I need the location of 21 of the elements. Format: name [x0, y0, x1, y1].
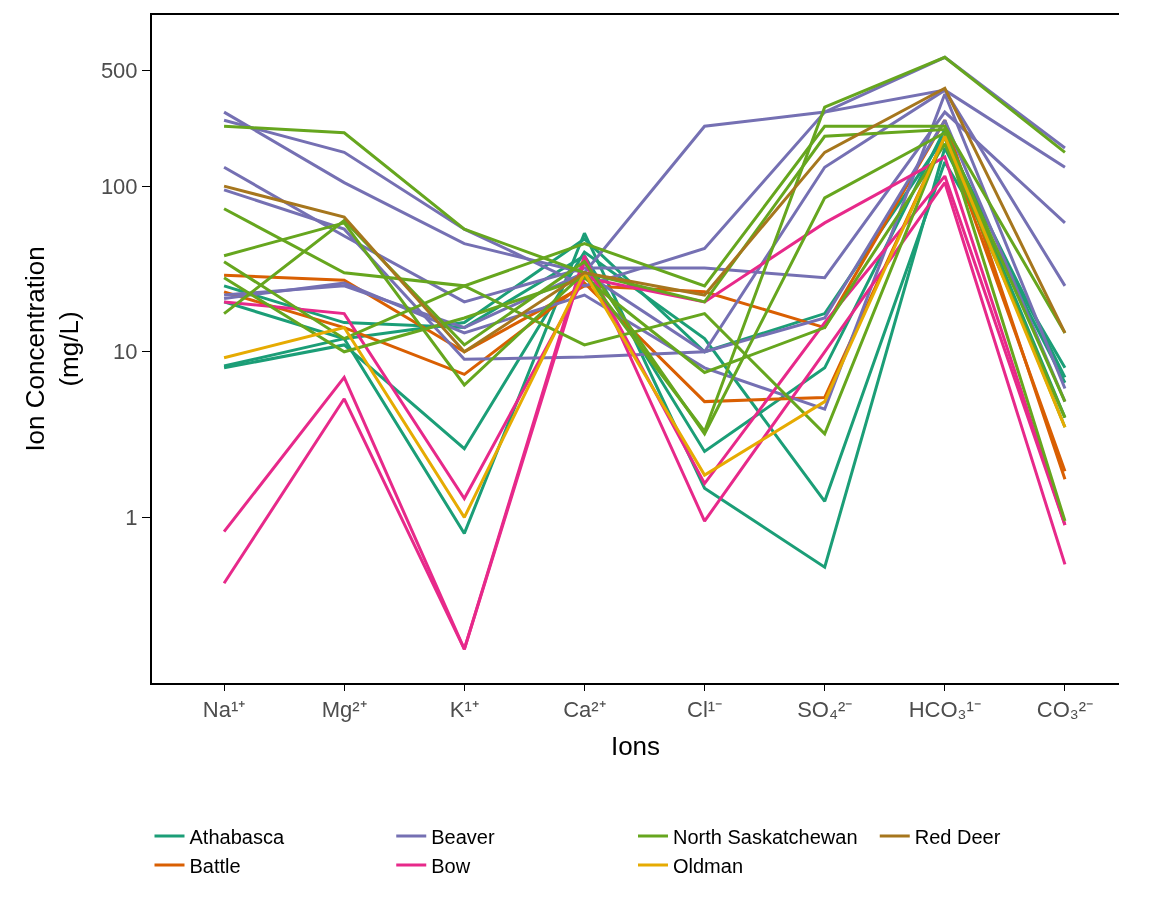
legend-label: Battle [189, 854, 241, 877]
x-tick-label: Ca²⁺ [563, 697, 606, 723]
legend-label: Athabasca [189, 825, 285, 848]
y-tick-label: 100 [100, 173, 138, 199]
y-axis-title: Ion Concentration (mg/L) [19, 246, 84, 452]
legend-label: Beaver [431, 825, 495, 848]
legend-label: North Saskatchewan [673, 825, 858, 848]
legend-label: Red Deer [914, 825, 1001, 848]
x-tick-label: Mg²⁺ [321, 697, 367, 723]
x-tick-label: CO₃²⁻ [1036, 697, 1094, 723]
x-tick-label: SO₄²⁻ [797, 697, 853, 723]
x-tick-label: Cl¹⁻ [687, 697, 723, 723]
x-tick-label: HCO₃¹⁻ [908, 697, 981, 723]
y-tick-label: 1 [125, 505, 138, 531]
legend-label: Oldman [673, 854, 744, 877]
x-tick-label: K¹⁺ [449, 697, 479, 723]
y-tick-label: 500 [100, 58, 138, 84]
y-tick-label: 10 [113, 339, 138, 365]
x-tick-label: Na¹⁺ [202, 697, 246, 723]
x-axis-title: Ions [610, 730, 661, 761]
legend-label: Bow [431, 854, 471, 877]
